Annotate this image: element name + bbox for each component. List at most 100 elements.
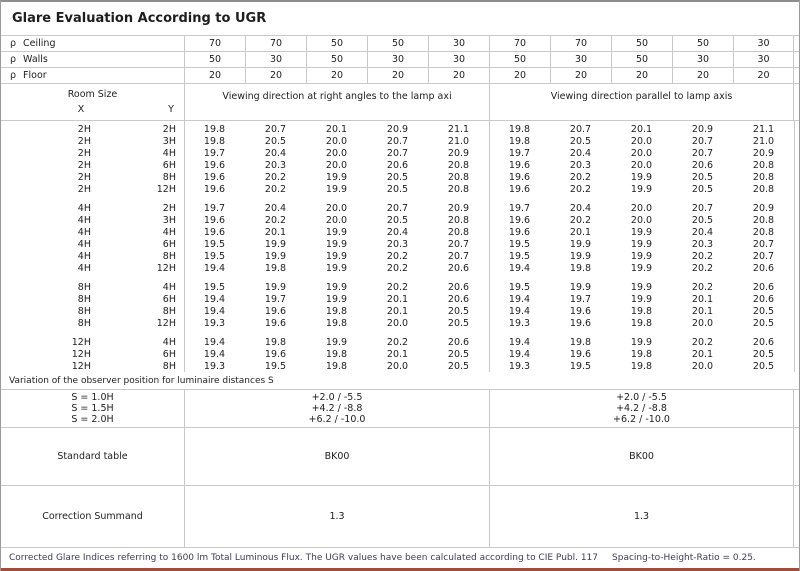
ugr-value: 19.8 bbox=[325, 349, 348, 360]
ugr-value: 20.5 bbox=[752, 349, 775, 360]
ugr-value: 20.0 bbox=[691, 318, 714, 329]
ugr-value: 20.8 bbox=[447, 215, 470, 226]
ugr-value: 19.9 bbox=[569, 251, 592, 262]
ugr-value: 19.8 bbox=[325, 361, 348, 372]
top-accent-line bbox=[1, 0, 799, 2]
ugr-value: 20.7 bbox=[447, 251, 470, 262]
ugr-value: 19.6 bbox=[203, 184, 226, 195]
room-size-label: Room Size bbox=[67, 89, 118, 100]
room-size-x: 8H bbox=[77, 294, 91, 305]
ugr-value: 19.6 bbox=[508, 215, 531, 226]
ugr-value: 20.7 bbox=[691, 148, 714, 159]
ugr-value: 19.8 bbox=[569, 337, 592, 348]
cell-pad bbox=[176, 251, 184, 263]
s-variation-right-value: +6.2 / -10.0 bbox=[613, 414, 670, 425]
ugr-value: 20.0 bbox=[325, 160, 348, 171]
rho-rows: ρ Ceiling 70 70 50 50 30 70 70 50 50 30 ρ Walls 50 30 50… bbox=[1, 36, 799, 84]
room-size-x: 8H bbox=[77, 318, 91, 329]
ugr-table-row: 2H 6H 19.6 20.3 20.0 20.6 20.8 19.6 20.3 20.0 20.6… bbox=[1, 160, 799, 172]
ugr-value: 20.2 bbox=[264, 172, 287, 183]
ugr-value: 20.1 bbox=[691, 294, 714, 305]
correction-summand-label-cell: Correction Summand bbox=[1, 486, 184, 547]
rho-value-cell: 50 bbox=[489, 52, 550, 67]
ugr-value: 19.9 bbox=[630, 263, 653, 274]
ugr-value: 20.2 bbox=[569, 184, 592, 195]
ugr-table-row: 2H 4H 19.7 20.4 20.0 20.7 20.9 19.7 20.4 20.0 20.7… bbox=[1, 148, 799, 160]
s-left-col: +2.0 / -5.5 +4.2 / -8.8 +6.2 / -10.0 bbox=[184, 390, 489, 427]
rho-value-cell: 20 bbox=[367, 68, 428, 83]
ugr-value: 20.5 bbox=[447, 361, 470, 372]
ugr-value: 20.9 bbox=[447, 148, 470, 159]
room-size-y: 8H bbox=[162, 172, 176, 183]
ugr-value: 19.6 bbox=[569, 349, 592, 360]
ugr-value: 20.1 bbox=[325, 124, 348, 135]
ugr-value: 20.5 bbox=[752, 318, 775, 329]
room-size-x: 2H bbox=[77, 148, 91, 159]
ugr-value: 19.6 bbox=[264, 349, 287, 360]
cell-pad bbox=[176, 227, 184, 239]
rho-value-cell: 50 bbox=[611, 36, 672, 51]
ugr-table-row: 2H 2H 19.8 20.7 20.1 20.9 21.1 19.8 20.7 20.1 20.9… bbox=[1, 124, 799, 136]
ugr-value: 20.5 bbox=[386, 215, 409, 226]
ugr-value: 19.6 bbox=[203, 160, 226, 171]
ugr-value: 20.5 bbox=[691, 172, 714, 183]
footer-ratio: Spacing-to-Height-Ratio = 0.25. bbox=[612, 552, 756, 563]
page-title: Glare Evaluation According to UGR bbox=[12, 11, 267, 26]
ugr-value: 20.4 bbox=[569, 148, 592, 159]
ugr-table-row: 12H 4H 19.4 19.8 19.9 20.2 20.6 19.4 19.8 19.9 20.… bbox=[1, 337, 799, 349]
ugr-value: 19.9 bbox=[325, 172, 348, 183]
ugr-value: 19.8 bbox=[630, 361, 653, 372]
ugr-value: 20.5 bbox=[569, 136, 592, 147]
room-size-x: 4H bbox=[77, 263, 91, 274]
rho-row: ρ Ceiling 70 70 50 50 30 70 70 50 50 30 bbox=[1, 36, 799, 52]
ugr-value: 20.5 bbox=[447, 349, 470, 360]
ugr-value: 19.8 bbox=[508, 124, 531, 135]
ugr-value: 19.3 bbox=[508, 361, 531, 372]
ugr-table-row: 4H 4H 19.6 20.1 19.9 20.4 20.8 19.6 20.1 19.9 20.4… bbox=[1, 227, 799, 239]
correction-summand-section: Correction Summand 1.3 1.3 bbox=[1, 486, 799, 548]
rho-value-cell: 20 bbox=[489, 68, 550, 83]
ugr-value: 19.9 bbox=[630, 337, 653, 348]
room-size-x: 4H bbox=[77, 251, 91, 262]
rho-name: Walls bbox=[23, 54, 48, 65]
cell-pad bbox=[176, 282, 184, 294]
room-size-x: 4H bbox=[77, 215, 91, 226]
rho-symbol: ρ bbox=[10, 54, 17, 65]
room-size-y: 8H bbox=[162, 251, 176, 262]
ugr-value: 19.8 bbox=[203, 136, 226, 147]
ugr-value: 20.0 bbox=[630, 136, 653, 147]
ugr-value: 20.2 bbox=[691, 263, 714, 274]
variation-note-text: Variation of the observer position for l… bbox=[9, 375, 274, 386]
rho-name: Ceiling bbox=[23, 38, 56, 49]
ugr-value: 19.6 bbox=[569, 318, 592, 329]
ugr-table-row: 8H 8H 19.4 19.6 19.8 20.1 20.5 19.4 19.6 19.8 20.1… bbox=[1, 306, 799, 318]
ugr-value: 19.9 bbox=[325, 227, 348, 238]
ugr-value: 19.5 bbox=[569, 361, 592, 372]
rho-value-cell: 30 bbox=[245, 52, 306, 67]
ugr-value: 19.9 bbox=[630, 282, 653, 293]
ugr-value: 20.7 bbox=[386, 203, 409, 214]
ugr-value: 20.3 bbox=[386, 239, 409, 250]
rho-value-cell: 20 bbox=[733, 68, 794, 83]
ugr-value: 19.5 bbox=[508, 251, 531, 262]
ugr-value: 19.6 bbox=[508, 227, 531, 238]
ugr-value: 19.9 bbox=[325, 337, 348, 348]
vertical-divider bbox=[489, 121, 490, 372]
right-half-title: Viewing direction parallel to lamp axis bbox=[550, 91, 733, 102]
group-gap bbox=[1, 196, 799, 203]
ugr-value: 19.8 bbox=[325, 318, 348, 329]
rho-value-cell: 70 bbox=[184, 36, 245, 51]
cell-pad bbox=[176, 215, 184, 227]
ugr-value: 20.2 bbox=[691, 251, 714, 262]
ugr-value: 19.4 bbox=[203, 349, 226, 360]
rho-value-cell: 50 bbox=[611, 52, 672, 67]
correction-summand-right-value: 1.3 bbox=[633, 511, 650, 522]
rho-value-cell: 70 bbox=[489, 36, 550, 51]
room-size-x: 8H bbox=[77, 282, 91, 293]
ugr-value: 19.5 bbox=[203, 282, 226, 293]
s-distance-label: S = 1.5H bbox=[71, 403, 114, 414]
variation-note: Variation of the observer position for l… bbox=[1, 372, 799, 390]
ugr-value: 19.9 bbox=[569, 239, 592, 250]
table-header-row: Room Size X Y Viewing direction at right… bbox=[1, 84, 799, 121]
ugr-value: 19.7 bbox=[569, 294, 592, 305]
